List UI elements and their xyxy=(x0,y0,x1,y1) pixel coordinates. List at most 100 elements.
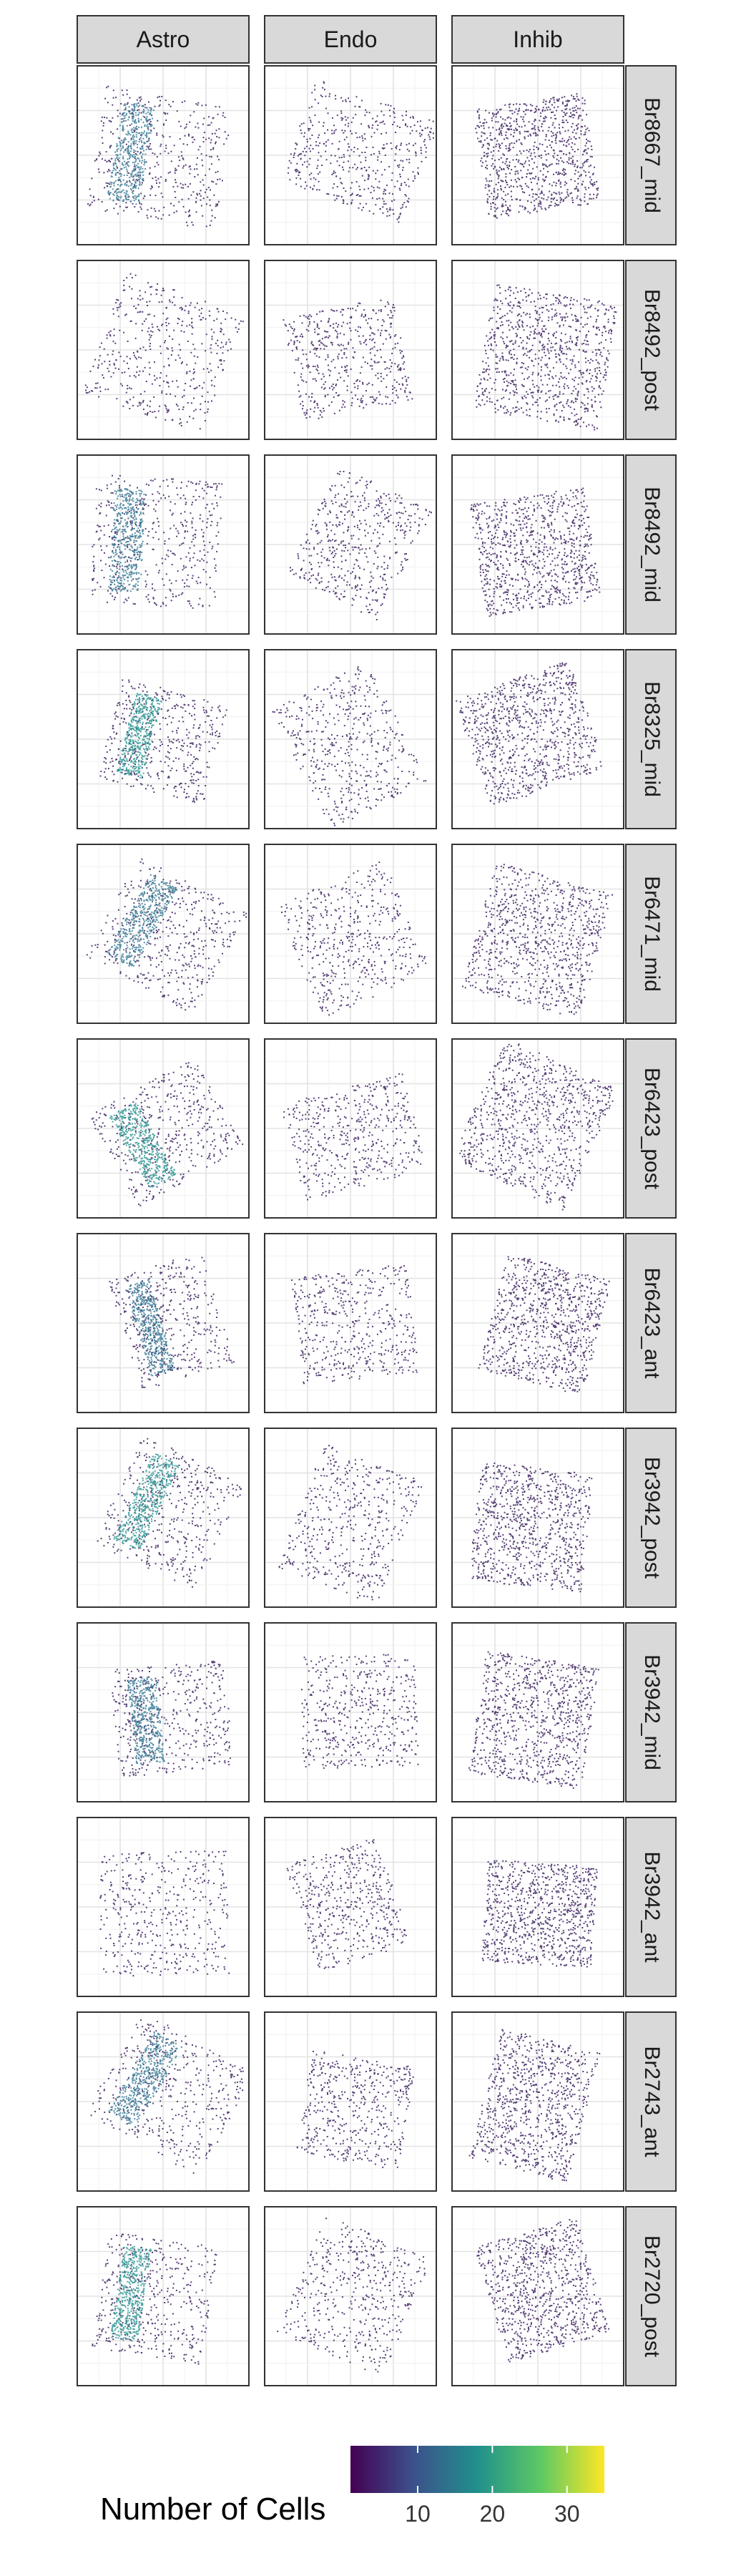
cell-points xyxy=(92,2233,217,2365)
row-strip-br3942-ant: Br3942_ant xyxy=(625,1817,677,1997)
cell-points xyxy=(478,1256,610,1392)
cell-points xyxy=(471,1463,593,1593)
cell-points xyxy=(289,471,432,620)
row-strip-br8492-post: Br8492_post xyxy=(625,260,677,440)
panel-astro-br3942-mid xyxy=(77,1622,250,1802)
cell-points xyxy=(291,1265,418,1385)
row-strip-label: Br6423_ant xyxy=(640,1267,664,1379)
cell-points xyxy=(301,1654,419,1769)
panel-inhib-br8492-mid xyxy=(451,454,624,635)
row-strip-br6471-mid: Br6471_mid xyxy=(625,844,677,1024)
panel-inhib-br3942-ant xyxy=(451,1817,624,1997)
cell-points xyxy=(109,1257,235,1388)
panel-inhib-br8325-mid xyxy=(451,649,624,829)
cell-points xyxy=(475,284,617,431)
panel-inhib-br2743-ant xyxy=(451,2011,624,2192)
legend: Number of Cells 10 20 30 xyxy=(100,2446,604,2527)
cell-points xyxy=(92,474,223,609)
legend-tick-label: 20 xyxy=(480,2501,506,2527)
panel-inhib-br6423-ant xyxy=(451,1233,624,1413)
cell-points xyxy=(272,666,427,826)
panel-inhib-br2720-post xyxy=(451,2206,624,2386)
cell-points xyxy=(90,2019,244,2174)
panel-endo-br8667-mid xyxy=(264,65,437,245)
row-strip-br8667-mid: Br8667_mid xyxy=(625,65,677,245)
row-strip-label: Br3942_post xyxy=(640,1457,664,1579)
panel-astro-br2720-post xyxy=(77,2206,250,2386)
cell-points xyxy=(459,1043,614,1211)
row-strip-br6423-ant: Br6423_ant xyxy=(625,1233,677,1413)
row-strip-br2720-post: Br2720_post xyxy=(625,2206,677,2386)
panel-astro-br3942-post xyxy=(77,1428,250,1608)
row-strip-br8492-mid: Br8492_mid xyxy=(625,454,677,635)
facet-panels xyxy=(77,65,624,2386)
cell-points xyxy=(468,2029,601,2182)
panel-inhib-br8492-post xyxy=(451,260,624,440)
cell-points xyxy=(283,1073,423,1201)
row-strip-br3942-mid: Br3942_mid xyxy=(625,1622,677,1802)
cell-points xyxy=(97,1438,242,1588)
row-strip-label: Br8492_post xyxy=(640,289,664,411)
panel-inhib-br6423-post xyxy=(451,1038,624,1219)
cell-points xyxy=(112,1660,231,1777)
legend-ticks: 10 20 30 xyxy=(405,2446,580,2527)
row-strip-label: Br2720_post xyxy=(640,2235,664,2358)
cell-points xyxy=(296,2051,414,2168)
panel-astro-br2743-ant xyxy=(77,2011,250,2192)
panel-astro-br8492-mid xyxy=(77,454,250,635)
row-strip-label: Br3942_mid xyxy=(640,1654,664,1770)
row-strip-br2743-ant: Br2743_ant xyxy=(625,2011,677,2192)
legend-colorbar xyxy=(350,2446,604,2493)
col-strip-label: Inhib xyxy=(513,26,562,52)
panel-endo-br3942-post xyxy=(264,1428,437,1608)
column-strips: Astro Endo Inhib xyxy=(77,15,624,64)
panel-endo-br3942-mid xyxy=(264,1622,437,1802)
legend-tick-label: 10 xyxy=(405,2501,431,2527)
panel-astro-br8667-mid xyxy=(77,65,250,245)
panel-astro-br6423-post xyxy=(77,1038,250,1219)
col-strip-label: Endo xyxy=(324,26,378,52)
col-strip-inhib: Inhib xyxy=(451,15,624,64)
row-strip-br6423-post: Br6423_post xyxy=(625,1038,677,1219)
cell-points xyxy=(91,1062,244,1206)
cell-points xyxy=(468,1651,599,1789)
row-strip-label: Br6423_post xyxy=(640,1068,664,1190)
panel-astro-br8492-post xyxy=(77,260,250,440)
legend-tick-label: 30 xyxy=(554,2501,580,2527)
row-strip-label: Br6471_mid xyxy=(640,876,664,992)
panel-endo-br2743-ant xyxy=(264,2011,437,2192)
row-strip-br3942-post: Br3942_post xyxy=(625,1428,677,1608)
row-strip-label: Br8667_mid xyxy=(640,97,664,213)
cell-points xyxy=(99,679,227,803)
cell-points xyxy=(87,85,230,228)
row-strip-label: Br2743_ant xyxy=(640,2046,664,2157)
cell-points xyxy=(283,299,413,419)
row-strip-label: Br8492_mid xyxy=(640,487,664,602)
panel-inhib-br6471-mid xyxy=(451,844,624,1024)
panel-endo-br3942-ant xyxy=(264,1817,437,1997)
cell-points xyxy=(456,662,602,805)
col-strip-label: Astro xyxy=(137,26,190,52)
col-strip-endo: Endo xyxy=(264,15,437,64)
panel-astro-br6471-mid xyxy=(77,844,250,1024)
panel-astro-br3942-ant xyxy=(77,1817,250,1997)
panel-endo-br8492-mid xyxy=(264,454,437,635)
cell-points xyxy=(475,93,599,219)
cell-points xyxy=(86,858,247,1011)
panel-endo-br8325-mid xyxy=(264,649,437,829)
row-strips: Br8667_mid Br8492_post Br8492_mid Br8325_mi… xyxy=(625,65,677,2386)
panel-astro-br8325-mid xyxy=(77,649,250,829)
panel-inhib-br8667-mid xyxy=(451,65,624,245)
panel-inhib-br3942-post xyxy=(451,1428,624,1608)
row-strip-label: Br3942_ant xyxy=(640,1851,664,1963)
col-strip-astro: Astro xyxy=(77,15,250,64)
row-strip-br8325-mid: Br8325_mid xyxy=(625,649,677,829)
panel-endo-br6471-mid xyxy=(264,844,437,1024)
panel-endo-br2720-post xyxy=(264,2206,437,2386)
panel-endo-br6423-post xyxy=(264,1038,437,1219)
row-strip-label: Br8325_mid xyxy=(640,681,664,797)
panel-inhib-br3942-mid xyxy=(451,1622,624,1802)
panel-astro-br6423-ant xyxy=(77,1233,250,1413)
cell-points xyxy=(481,1860,598,1968)
